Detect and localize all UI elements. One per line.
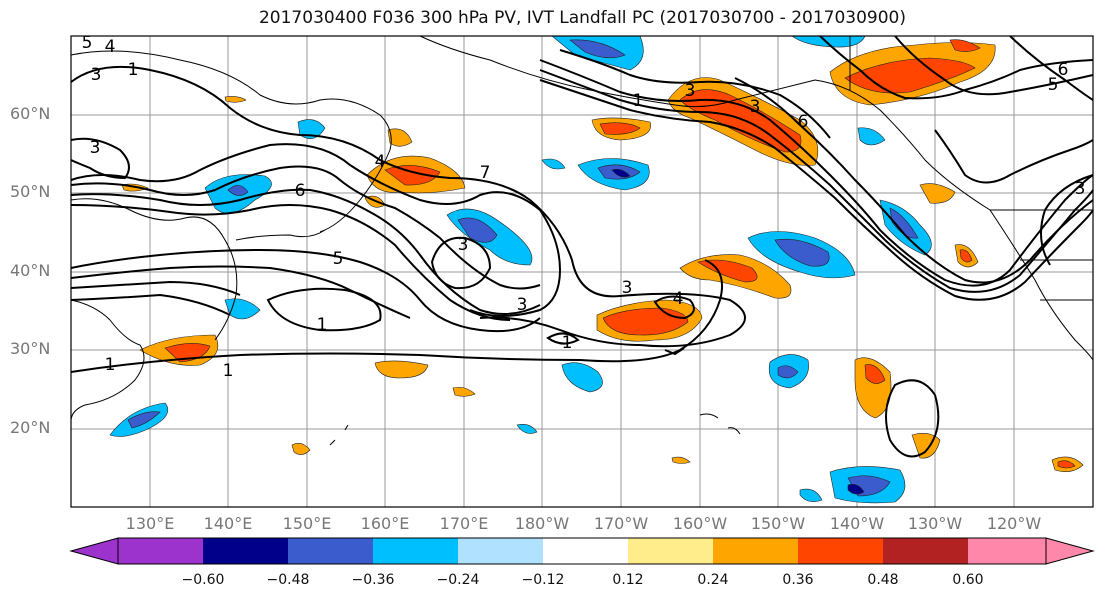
lon-label: 160°E <box>360 514 410 533</box>
contour-label: 3 <box>458 235 469 255</box>
lat-label: 40°N <box>10 261 51 280</box>
colorbar-tick-label: −0.24 <box>436 572 480 588</box>
colorbar-swatch <box>458 538 543 564</box>
colorbar-tick-label: 0.12 <box>612 572 644 588</box>
contour-label: 1 <box>128 60 139 80</box>
colorbar-swatch <box>373 538 458 564</box>
contour-label: 4 <box>105 37 116 57</box>
contour-label: 3 <box>91 65 102 85</box>
colorbar-swatch <box>543 538 628 564</box>
lat-label: 60°N <box>10 104 51 123</box>
contour-label: 3 <box>750 97 761 117</box>
colorbar-tick-label: 0.36 <box>782 572 814 588</box>
contour-label: 3 <box>517 295 528 315</box>
colorbar-swatch <box>288 538 373 564</box>
lat-label: 50°N <box>10 182 51 201</box>
lon-label: 160°W <box>672 514 728 533</box>
contour-label: 3 <box>685 81 696 101</box>
lon-label: 140°E <box>203 514 253 533</box>
lon-label: 170°W <box>593 514 649 533</box>
contour-label: 3 <box>90 138 101 158</box>
contour-label: 5 <box>333 249 344 269</box>
colorbar-extend-max <box>1045 537 1095 565</box>
colorbar-tick-label: 0.48 <box>867 572 899 588</box>
contour-label: 1 <box>562 333 573 353</box>
contour-label: 5 <box>1048 75 1059 95</box>
lon-label: 120°W <box>986 514 1042 533</box>
contour-label: 4 <box>375 152 386 172</box>
contour-label: 6 <box>798 112 809 132</box>
lon-label: 130°E <box>125 514 175 533</box>
colorbar-tick-label: −0.36 <box>351 572 395 588</box>
colorbar-swatch <box>118 538 203 564</box>
lon-label: 170°E <box>439 514 489 533</box>
lat-label: 20°N <box>10 418 51 437</box>
colorbar-swatch <box>883 538 968 564</box>
contour-label: 3 <box>1075 179 1086 199</box>
colorbar-swatch <box>203 538 288 564</box>
colorbar-swatch <box>798 538 883 564</box>
colorbar-tick-label: −0.12 <box>521 572 565 588</box>
contour-labels: 5 4 1 3 1 3 6 4 5 1 3 3 4 1 3 1 3 3 6 6 … <box>82 33 1086 381</box>
colorbar-tick-label: −0.48 <box>266 572 310 588</box>
lon-label: 180°W <box>514 514 570 533</box>
lon-label: 140°W <box>829 514 885 533</box>
contour-label: 6 <box>295 181 306 201</box>
colorbar-swatch <box>628 538 713 564</box>
contour-label: 6 <box>1058 60 1069 80</box>
colorbar-swatch <box>968 538 1046 564</box>
graticule <box>71 36 1093 507</box>
colorbar-tick-label: 0.24 <box>697 572 729 588</box>
colorbar-tick-label: 0.60 <box>952 572 984 588</box>
contour-label: 1 <box>105 355 116 375</box>
contour-label: 1 <box>633 91 644 111</box>
contour-label: 3 <box>622 278 633 298</box>
map-title: 2017030400 F036 300 hPa PV, IVT Landfall… <box>258 8 906 28</box>
contour-label: 1 <box>223 361 234 381</box>
colorbar-swatch <box>713 538 798 564</box>
contour-label: 7 <box>480 163 491 183</box>
lat-label: 30°N <box>10 339 51 358</box>
contour-label: 4 <box>673 289 684 309</box>
lon-label: 150°W <box>750 514 806 533</box>
colorbar-outline <box>117 537 1047 565</box>
lon-label: 150°E <box>282 514 332 533</box>
lon-label: 130°W <box>907 514 963 533</box>
contour-label: 1 <box>317 315 328 335</box>
colorbar <box>69 537 1095 565</box>
colorbar-extend-min <box>69 537 119 565</box>
pv-contours <box>70 35 1094 458</box>
colorbar-tick-label: −0.60 <box>181 572 225 588</box>
contour-label: 5 <box>82 33 93 53</box>
map-frame <box>70 35 1094 508</box>
